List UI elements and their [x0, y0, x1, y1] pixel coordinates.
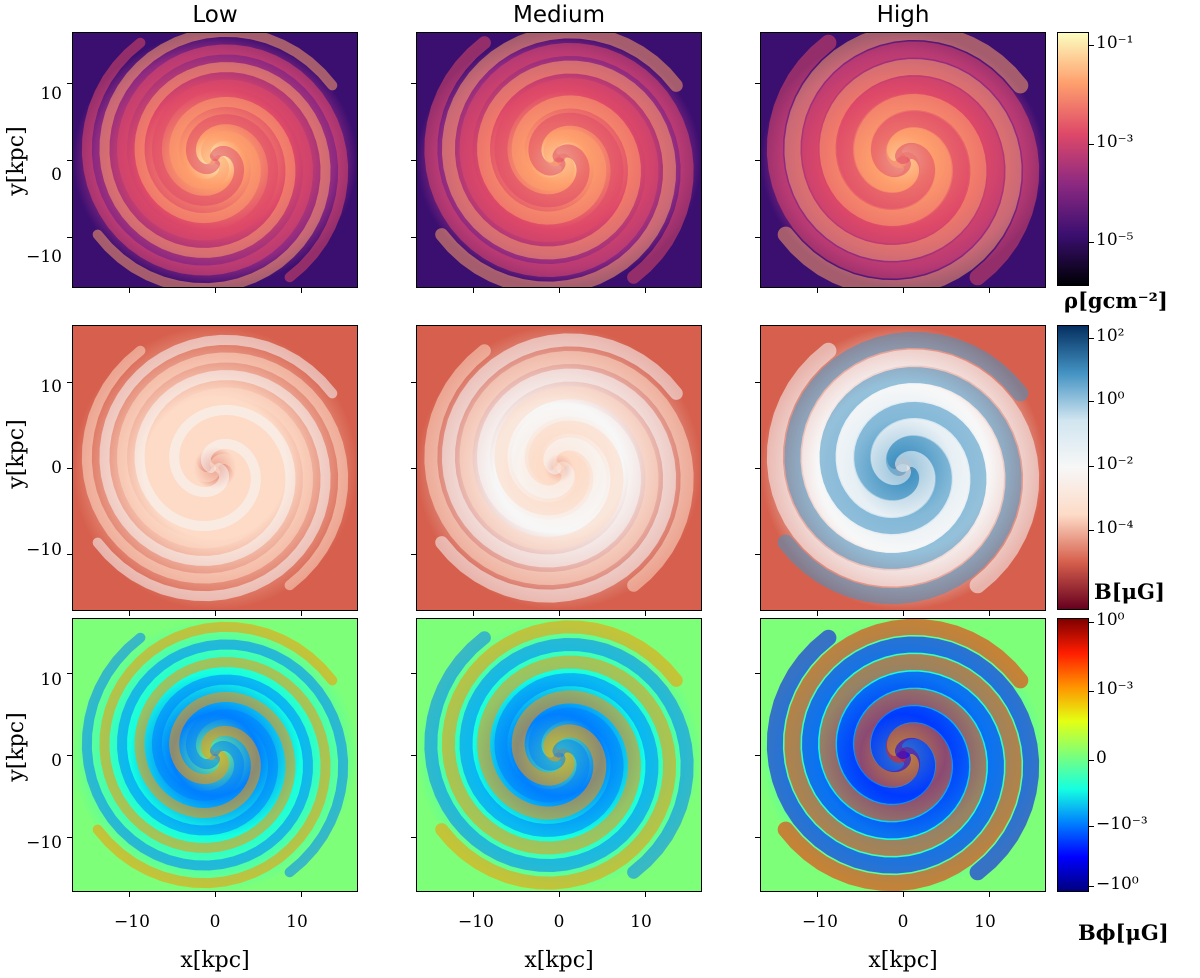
y-tick-label: 10 [40, 670, 62, 690]
x-tick-label: 10 [974, 912, 996, 932]
colorbar-tick-label: 10⁻² [1096, 454, 1134, 474]
y-tick-label: 0 [51, 458, 62, 478]
y-tick-label: 10 [40, 84, 62, 104]
density-map-medium [416, 32, 702, 288]
y-tick-label: 0 [51, 165, 62, 185]
colorbar-tick-label: −10⁰ [1096, 874, 1139, 894]
colorbar-tick-label: 10⁻¹ [1096, 33, 1134, 53]
x-tick-label: 0 [897, 912, 909, 932]
column-title-medium: Medium [513, 2, 605, 28]
magnetic-field-map-low [72, 325, 358, 611]
colorbar-tick-label: 10² [1096, 326, 1125, 346]
column-title-low: Low [192, 2, 238, 28]
y-tick-label: −10 [26, 247, 62, 267]
density-map-low [72, 32, 358, 288]
colorbar-tick-label: 10⁻³ [1096, 132, 1134, 152]
x-tick-label: 0 [209, 912, 221, 932]
x-tick-label: 0 [553, 912, 565, 932]
colorbar-tick-label: 10⁻⁴ [1096, 518, 1134, 538]
x-tick-label: −10 [114, 912, 150, 932]
y-tick-label: 0 [51, 751, 62, 771]
colorbar-tick-label: 0 [1096, 748, 1107, 768]
x-tick-label: 10 [286, 912, 308, 932]
x-tick-label: −10 [802, 912, 838, 932]
y-tick-label: 10 [40, 377, 62, 397]
x-axis-label-low: x[kpc] [180, 948, 250, 973]
magnetic-field-colorbar [1057, 325, 1089, 610]
x-axis-label-high: x[kpc] [868, 948, 938, 973]
colorbar-tick-label: 10⁰ [1096, 389, 1125, 409]
azimuthal-field-map-high [760, 618, 1046, 892]
magnetic-field-map-medium [416, 325, 702, 611]
y-tick-label: −10 [26, 833, 62, 853]
azimuthal-field-map-medium [416, 618, 702, 892]
density-colorbar [1057, 32, 1089, 286]
x-tick-label: −10 [458, 912, 494, 932]
density-colorbar-label: ρ[gcm⁻²] [1064, 288, 1168, 313]
column-title-high: High [876, 2, 930, 28]
colorbar-tick-label: 10⁰ [1096, 610, 1125, 630]
colorbar-tick-label: 10⁻⁵ [1096, 230, 1134, 250]
x-axis-label-medium: x[kpc] [524, 948, 594, 973]
x-tick-label: 10 [630, 912, 652, 932]
y-tick-label: −10 [26, 540, 62, 560]
azimuthal-field-colorbar-label: Bϕ[μG] [1078, 920, 1169, 945]
magnetic-field-map-high [760, 325, 1046, 611]
azimuthal-field-colorbar [1057, 618, 1089, 892]
colorbar-tick-label: −10⁻³ [1096, 814, 1148, 834]
density-map-high [760, 32, 1046, 288]
azimuthal-field-map-low [72, 618, 358, 892]
colorbar-tick-label: 10⁻³ [1096, 679, 1134, 699]
magnetic-field-colorbar-label: B[μG] [1094, 579, 1165, 604]
